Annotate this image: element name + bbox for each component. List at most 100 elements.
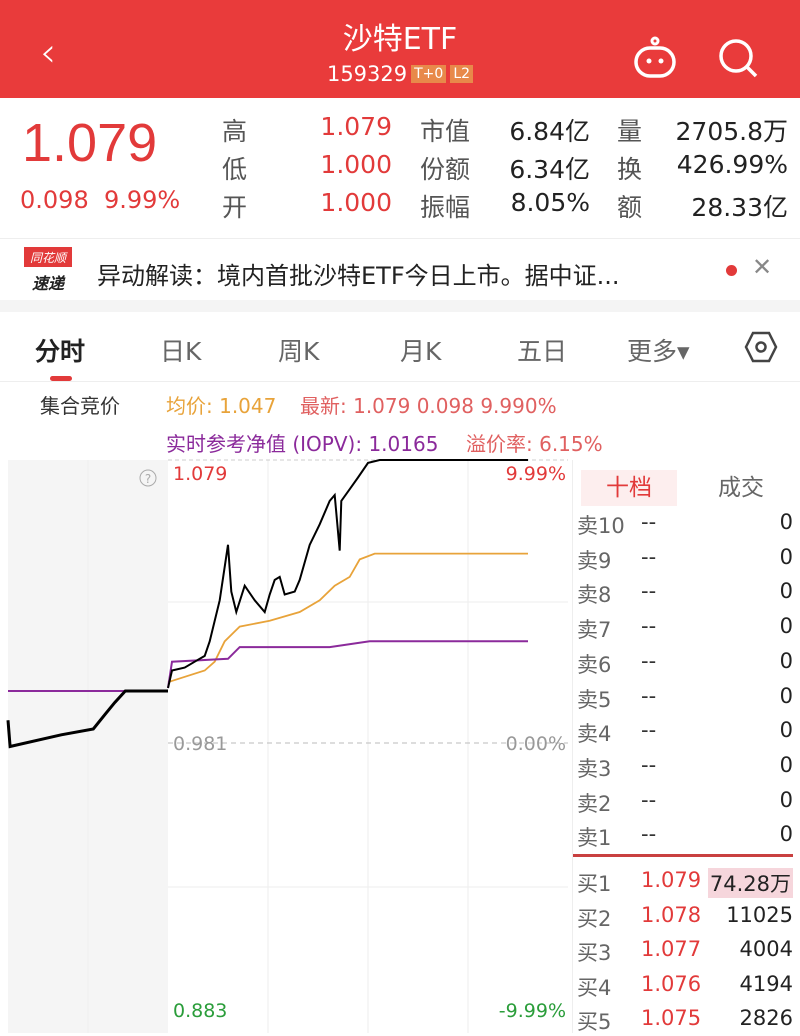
- tab-ten-levels[interactable]: 十档: [581, 470, 677, 506]
- tab-monthly-k[interactable]: 月K: [400, 337, 442, 366]
- level-volume: 4004: [739, 937, 793, 961]
- stat-value: 6.34亿: [509, 155, 590, 184]
- tag-l2: L2: [450, 65, 474, 83]
- help-icon-glyph: ?: [145, 472, 151, 486]
- level-label: 卖3: [577, 756, 612, 781]
- level-volume: 0: [779, 683, 793, 708]
- level-label: 买5: [577, 1010, 612, 1034]
- level-price: --: [641, 752, 657, 777]
- auction-price-line: [6, 689, 168, 749]
- bid-row[interactable]: 买1 1.079 74.28万: [577, 864, 793, 898]
- news-banner[interactable]: 同花顺速递 异动解读：境内首批沙特ETF今日上市。据中证... ✕: [0, 238, 800, 300]
- ask-row[interactable]: 卖8 -- 0: [577, 575, 793, 609]
- unread-dot: [726, 265, 737, 276]
- settings-hexagon-icon[interactable]: [744, 330, 778, 364]
- level-price: --: [641, 544, 657, 569]
- iopv: 实时参考净值 (IOPV): 1.0165: [166, 432, 439, 456]
- stat-value: 1.000: [320, 150, 392, 179]
- back-icon[interactable]: ‹: [40, 30, 56, 76]
- price-line: [167, 459, 528, 689]
- bid-row[interactable]: 买2 1.078 11025: [577, 899, 793, 933]
- latest-price: 最新: 1.079 0.098 9.990%: [300, 394, 557, 418]
- tab-more[interactable]: 更多▾: [627, 337, 690, 366]
- stat-value: 1.079: [320, 112, 392, 141]
- order-book: 十档 成交 卖10 -- 0 卖9 -- 0 卖8 -- 0 卖7 -- 0 卖6 -- 0 卖5 -- 0 卖4-…: [572, 460, 800, 1036]
- auction-label: 集合竞价: [40, 394, 120, 418]
- level-price: 1.078: [641, 902, 702, 927]
- stat-label: 高: [222, 117, 248, 146]
- stat-value: 426.99%: [676, 150, 788, 179]
- level-price: --: [641, 822, 657, 847]
- ask-row[interactable]: 卖4 -- 0: [577, 714, 793, 748]
- ask-row[interactable]: 卖6 -- 0: [577, 645, 793, 679]
- level-volume: 0: [779, 614, 793, 639]
- ask-row[interactable]: 卖7 -- 0: [577, 610, 793, 644]
- ask-row[interactable]: 卖10 -- 0: [577, 506, 793, 540]
- level-label: 买2: [577, 906, 612, 931]
- stat-label: 市值: [420, 117, 471, 146]
- level-label: 买1: [577, 872, 612, 896]
- svg-text:同花顺: 同花顺: [30, 251, 68, 265]
- tag-t0: T+0: [411, 65, 447, 83]
- tab-intraday[interactable]: 分时: [35, 337, 86, 366]
- tab-daily-k[interactable]: 日K: [160, 337, 202, 366]
- stat-value: 2705.8万: [675, 117, 788, 146]
- ask-row[interactable]: 卖5 -- 0: [577, 680, 793, 714]
- search-icon[interactable]: [716, 36, 760, 80]
- avg-price-line: [167, 552, 528, 684]
- level-price: 1.076: [641, 971, 702, 996]
- help-icon[interactable]: [139, 469, 157, 487]
- news-text[interactable]: 异动解读：境内首批沙特ETF今日上市。据中证...: [97, 262, 620, 290]
- last-price: 1.079: [22, 113, 158, 173]
- level-price: --: [641, 510, 657, 534]
- level-label: 卖2: [577, 791, 612, 816]
- gridlines: [87, 460, 568, 1033]
- level-volume: 0: [779, 752, 793, 777]
- robot-assistant-icon[interactable]: [633, 36, 677, 80]
- ask-row[interactable]: 卖3 -- 0: [577, 749, 793, 783]
- close-icon[interactable]: ✕: [752, 253, 773, 281]
- ask-row[interactable]: 卖9 -- 0: [577, 541, 793, 575]
- ask-bid-divider: [573, 854, 793, 857]
- level-price: --: [641, 614, 657, 639]
- change-value: 0.098: [20, 186, 89, 214]
- iopv-line: [167, 640, 528, 689]
- stat-label: 量: [617, 117, 643, 146]
- stat-label: 低: [222, 155, 248, 184]
- level-volume: 0: [779, 822, 793, 847]
- stat-label: 换: [617, 155, 643, 184]
- level-label: 卖4: [577, 722, 612, 747]
- bid-row[interactable]: 买4 1.076 4194: [577, 968, 793, 1002]
- stat-value: 28.33亿: [691, 193, 788, 222]
- bid-row[interactable]: 买5 1.075 2826: [577, 1002, 793, 1036]
- level-price: --: [641, 648, 657, 673]
- ask-row[interactable]: 卖1 -- 0: [577, 818, 793, 852]
- stat-label: 开: [222, 193, 248, 222]
- tab-five-day[interactable]: 五日: [517, 337, 568, 366]
- stat-value: 6.84亿: [509, 117, 590, 146]
- level-volume: 2826: [739, 1006, 793, 1030]
- fund-code: 159329 T+0 L2: [0, 62, 800, 86]
- level-label: 买4: [577, 975, 612, 1000]
- level-label: 卖10: [577, 514, 625, 538]
- level-volume: 0: [779, 579, 793, 604]
- intraday-chart[interactable]: ? 1.079 0.981 0.883 9.99% 0.00% -9.99%: [0, 455, 570, 1033]
- tab-weekly-k[interactable]: 周K: [278, 337, 320, 366]
- active-tab-indicator: [50, 376, 72, 381]
- level-price: --: [641, 579, 657, 604]
- level-price: --: [641, 787, 657, 812]
- pct-label-top: 9.99%: [506, 463, 566, 485]
- premium-rate: 溢价率: 6.15%: [466, 432, 603, 456]
- tab-trades[interactable]: 成交: [718, 475, 764, 501]
- stat-label: 振幅: [420, 193, 471, 222]
- ask-row[interactable]: 卖2 -- 0: [577, 784, 793, 818]
- stat-label: 份额: [420, 155, 471, 184]
- level-label: 买3: [577, 941, 612, 965]
- level-volume: 74.28万: [707, 868, 793, 898]
- stat-label: 额: [617, 193, 643, 222]
- avg-price: 均价: 1.047: [166, 394, 277, 418]
- level-price: 1.075: [641, 1006, 702, 1030]
- svg-text:速递: 速递: [32, 274, 66, 293]
- bid-row[interactable]: 买3 1.077 4004: [577, 933, 793, 967]
